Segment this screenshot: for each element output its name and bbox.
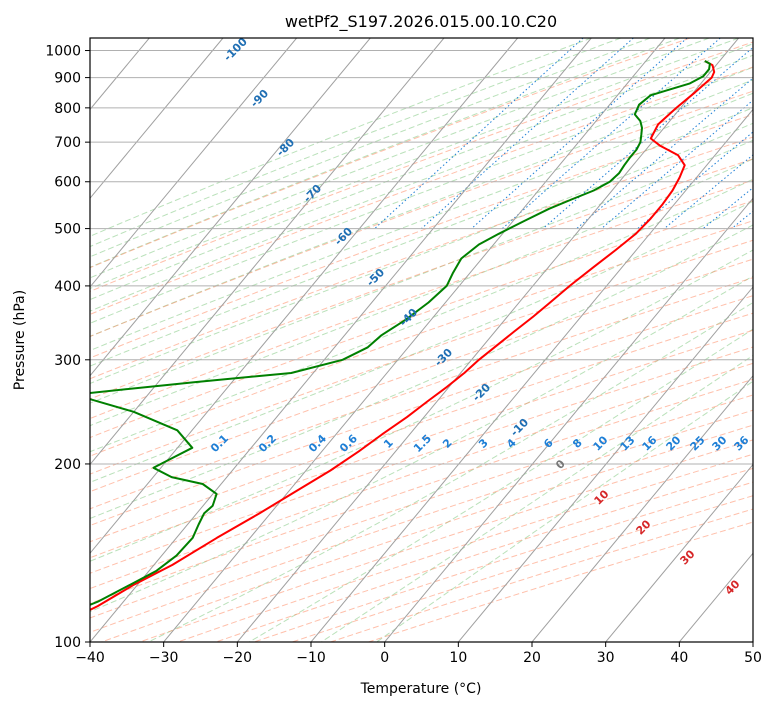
dry-adiabat [90, 378, 753, 604]
dry-adiabat [90, 179, 753, 420]
skewed-isotherms [0, 38, 753, 642]
x-tick-label: 30 [597, 650, 615, 666]
plot-frame [89, 37, 754, 643]
x-tick-label: 50 [744, 650, 762, 666]
dry-adiabat [90, 38, 691, 269]
moist-adiabat [248, 328, 753, 642]
moist-adiabat [90, 200, 753, 483]
dry-adiabat [90, 394, 753, 619]
x-tick-label: −20 [223, 650, 253, 666]
dry-adiabat [90, 329, 753, 559]
isotherm [90, 38, 224, 200]
profile-line [90, 60, 711, 606]
moist-adiabat [321, 354, 753, 642]
y-tick-label: 800 [54, 101, 81, 117]
isotherm [236, 38, 740, 642]
x-tick-label: 0 [380, 650, 389, 666]
x-tick-label: −40 [75, 650, 105, 666]
profile-series [90, 60, 716, 612]
y-tick-label: 100 [54, 635, 81, 651]
moist-adiabat [90, 92, 753, 352]
pressure-gridlines [90, 50, 753, 642]
plot-area [90, 38, 753, 642]
moist-adiabat [90, 178, 753, 453]
x-tick-label: 10 [449, 650, 467, 666]
mixing-ratio-line [601, 99, 753, 229]
x-tick-label: −10 [296, 650, 326, 666]
moist-adiabat [148, 301, 753, 642]
y-axis: 100 200 300 400 500 600 700 800 900 1000 [45, 44, 90, 651]
y-tick-label: 400 [54, 279, 81, 295]
dry-adiabat [90, 295, 753, 527]
y-tick-label: 700 [54, 135, 81, 151]
dry-adiabat [90, 346, 753, 574]
dry-adiabat [90, 113, 753, 359]
isotherm [163, 38, 666, 642]
moist-adiabat [90, 38, 710, 279]
moist-adiabat [90, 158, 753, 427]
dry-adiabat [90, 41, 753, 292]
dry-adiabat [90, 200, 753, 439]
x-axis-label: Temperature (°C) [360, 681, 482, 697]
moist-adiabats [90, 38, 753, 642]
moist-adiabat [376, 380, 753, 642]
isotherm [605, 463, 753, 642]
moist-adiabat [90, 224, 753, 520]
isotherm [457, 286, 753, 642]
y-axis-label: Pressure (hPa) [12, 290, 28, 390]
y-tick-label: 600 [54, 175, 81, 191]
y-tick-label: 200 [54, 457, 81, 473]
mixing-ratio-line [542, 46, 753, 229]
y-tick-label: 900 [54, 71, 81, 87]
isotherm [90, 38, 298, 288]
moist-adiabat [90, 38, 680, 268]
isotherm [752, 641, 753, 642]
x-tick-label: 40 [670, 650, 688, 666]
isotherm [384, 197, 753, 642]
moist-adiabat [90, 43, 753, 301]
moist-adiabat [90, 38, 592, 237]
profile-line [90, 60, 716, 612]
y-tick-label: 300 [54, 353, 81, 369]
isotherm [90, 38, 519, 555]
dry-adiabat [90, 158, 753, 400]
moist-adiabat [90, 66, 753, 324]
x-axis: −40 −30 −20 −10 0 10 20 30 40 50 [75, 642, 762, 666]
moist-adiabat [90, 38, 739, 290]
isotherm [310, 108, 753, 642]
mixing-ratio-line [754, 38, 775, 229]
moist-adiabat [90, 38, 621, 248]
isotherm [90, 38, 592, 642]
x-tick-label: −30 [149, 650, 179, 666]
dry-adiabat [90, 258, 753, 493]
moist-adiabat [90, 38, 651, 258]
mixing-ratio-line [576, 77, 753, 229]
dry-adiabat [90, 277, 753, 510]
isotherm [90, 38, 371, 377]
moist-adiabat [90, 275, 753, 613]
moist-adiabat [90, 139, 753, 404]
isotherm [0, 38, 2, 642]
y-tick-label: 500 [54, 222, 81, 238]
mixing-ratio-line [663, 154, 753, 229]
moist-adiabat [90, 249, 753, 562]
isotherm [90, 38, 445, 466]
chart-title: wetPf2_S197.2026.015.00.10.C20 [285, 12, 557, 32]
y-tick-label: 1000 [45, 44, 81, 60]
mixing-ratio-line [501, 38, 721, 229]
x-tick-label: 20 [523, 650, 541, 666]
isotherm [531, 374, 753, 642]
